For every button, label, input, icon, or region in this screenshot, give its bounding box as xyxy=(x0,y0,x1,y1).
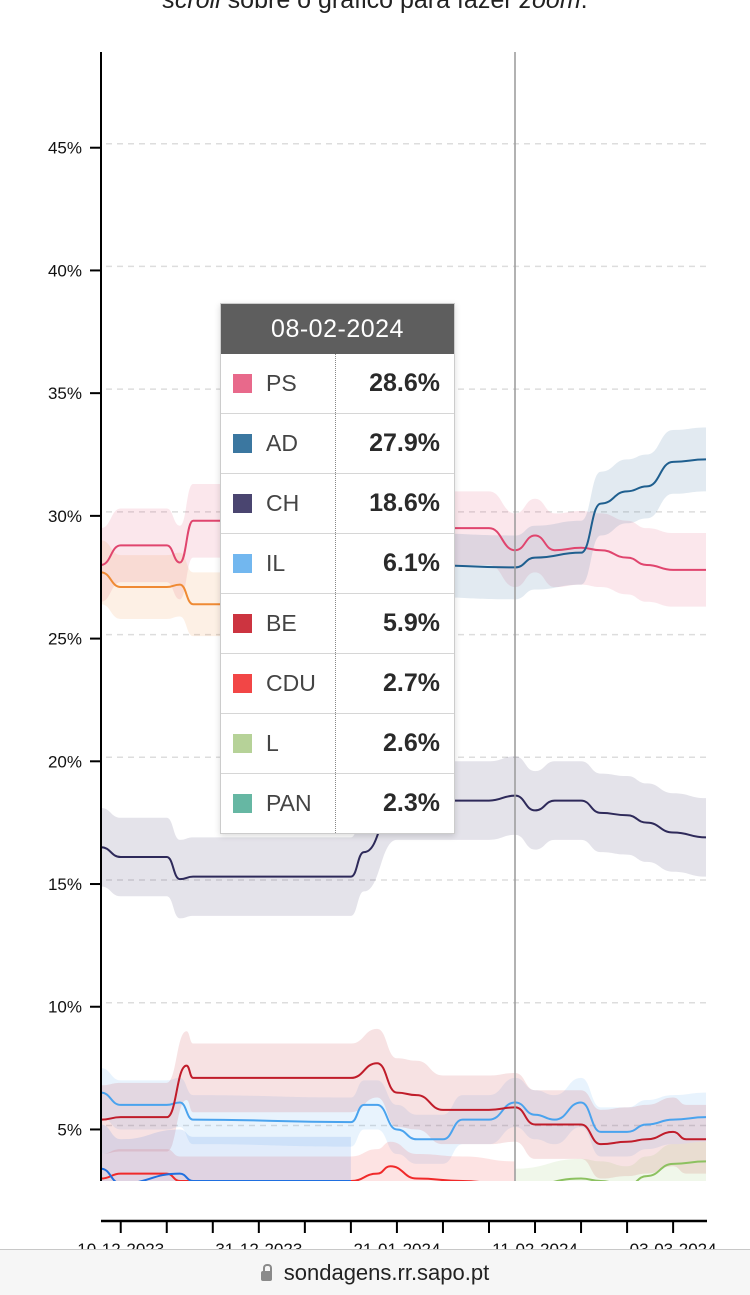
line-be[interactable] xyxy=(101,1062,706,1146)
line-il[interactable] xyxy=(101,1091,707,1141)
y-tick-label: 45% xyxy=(48,139,82,158)
divider xyxy=(335,774,336,833)
intro-end: . xyxy=(580,0,588,14)
legend-swatch xyxy=(233,734,252,753)
party-value: 2.7% xyxy=(383,669,440,697)
divider xyxy=(335,654,336,713)
party-name: BE xyxy=(266,610,297,636)
band-be xyxy=(101,1028,706,1179)
legend-swatch xyxy=(233,674,252,693)
party-value: 2.6% xyxy=(383,729,440,757)
line-unlabeled[interactable] xyxy=(101,1167,351,1184)
y-tick-label: 25% xyxy=(48,630,82,649)
y-tick-label: 10% xyxy=(48,998,82,1017)
band-unlabeled xyxy=(101,1124,351,1181)
legend-swatch xyxy=(233,554,252,573)
line-cdu[interactable] xyxy=(101,1165,515,1186)
divider xyxy=(335,414,336,473)
legend-swatch xyxy=(233,614,252,633)
legend-swatch xyxy=(233,494,252,513)
legend-swatch xyxy=(233,434,252,453)
legend-swatch xyxy=(233,374,252,393)
party-value: 5.9% xyxy=(383,609,440,637)
party-value: 28.6% xyxy=(369,369,440,397)
divider xyxy=(335,474,336,533)
party-name: CH xyxy=(266,490,300,516)
line-l[interactable] xyxy=(515,1160,707,1188)
intro-zoom: zoom xyxy=(519,0,581,14)
tooltip-row-il: IL 6.1% xyxy=(221,533,454,593)
legend-swatch xyxy=(233,794,252,813)
party-name: IL xyxy=(266,550,286,576)
y-axis: 5% 10% 15% 20% 25% 30% 35% 40% 45% xyxy=(48,52,102,1181)
divider xyxy=(335,354,336,413)
browser-url-bar[interactable]: sondagens.rr.sapo.pt xyxy=(0,1249,750,1295)
y-tick-label: 30% xyxy=(48,507,82,526)
band-il xyxy=(101,1068,706,1164)
band-cdu xyxy=(101,1141,516,1181)
lock-icon xyxy=(260,1263,272,1281)
y-tick-label: 40% xyxy=(48,261,82,280)
zoom-instructions: scroll sobre o gráfico para fazer zoom. xyxy=(0,0,750,15)
party-name: CDU xyxy=(266,670,316,696)
tooltip-row-ps: PS 28.6% xyxy=(221,354,454,413)
party-value: 6.1% xyxy=(383,549,440,577)
intro-text: sobre o gráfico para fazer xyxy=(220,0,520,14)
hover-tooltip: 08-02-2024 PS 28.6% AD 27.9% CH 18.6% IL 6.1% BE… xyxy=(220,303,455,834)
tooltip-row-cdu: CDU 2.7% xyxy=(221,653,454,713)
party-value: 27.9% xyxy=(369,429,440,457)
party-name: PS xyxy=(266,370,297,396)
y-tick-label: 5% xyxy=(57,1120,82,1139)
intro-scroll: scroll xyxy=(162,0,221,14)
line-ch[interactable] xyxy=(101,794,707,881)
line-ps[interactable] xyxy=(101,519,706,571)
tooltip-row-ch: CH 18.6% xyxy=(221,473,454,533)
tooltip-row-pan: PAN 2.3% xyxy=(221,773,454,833)
y-tick-label: 20% xyxy=(48,752,82,771)
party-value: 18.6% xyxy=(369,489,440,517)
party-name: L xyxy=(266,730,279,756)
tooltip-date: 08-02-2024 xyxy=(221,304,454,354)
party-name: PAN xyxy=(266,790,312,816)
tooltip-row-be: BE 5.9% xyxy=(221,593,454,653)
band-ch xyxy=(101,756,706,919)
divider xyxy=(335,714,336,773)
party-name: AD xyxy=(266,430,298,456)
tooltip-row-ad: AD 27.9% xyxy=(221,413,454,473)
tooltip-row-l: L 2.6% xyxy=(221,713,454,773)
url-text: sondagens.rr.sapo.pt xyxy=(283,1259,490,1285)
party-value: 2.3% xyxy=(383,789,440,817)
y-tick-label: 15% xyxy=(48,875,82,894)
divider xyxy=(335,594,336,653)
y-tick-label: 35% xyxy=(48,384,82,403)
divider xyxy=(335,534,336,593)
